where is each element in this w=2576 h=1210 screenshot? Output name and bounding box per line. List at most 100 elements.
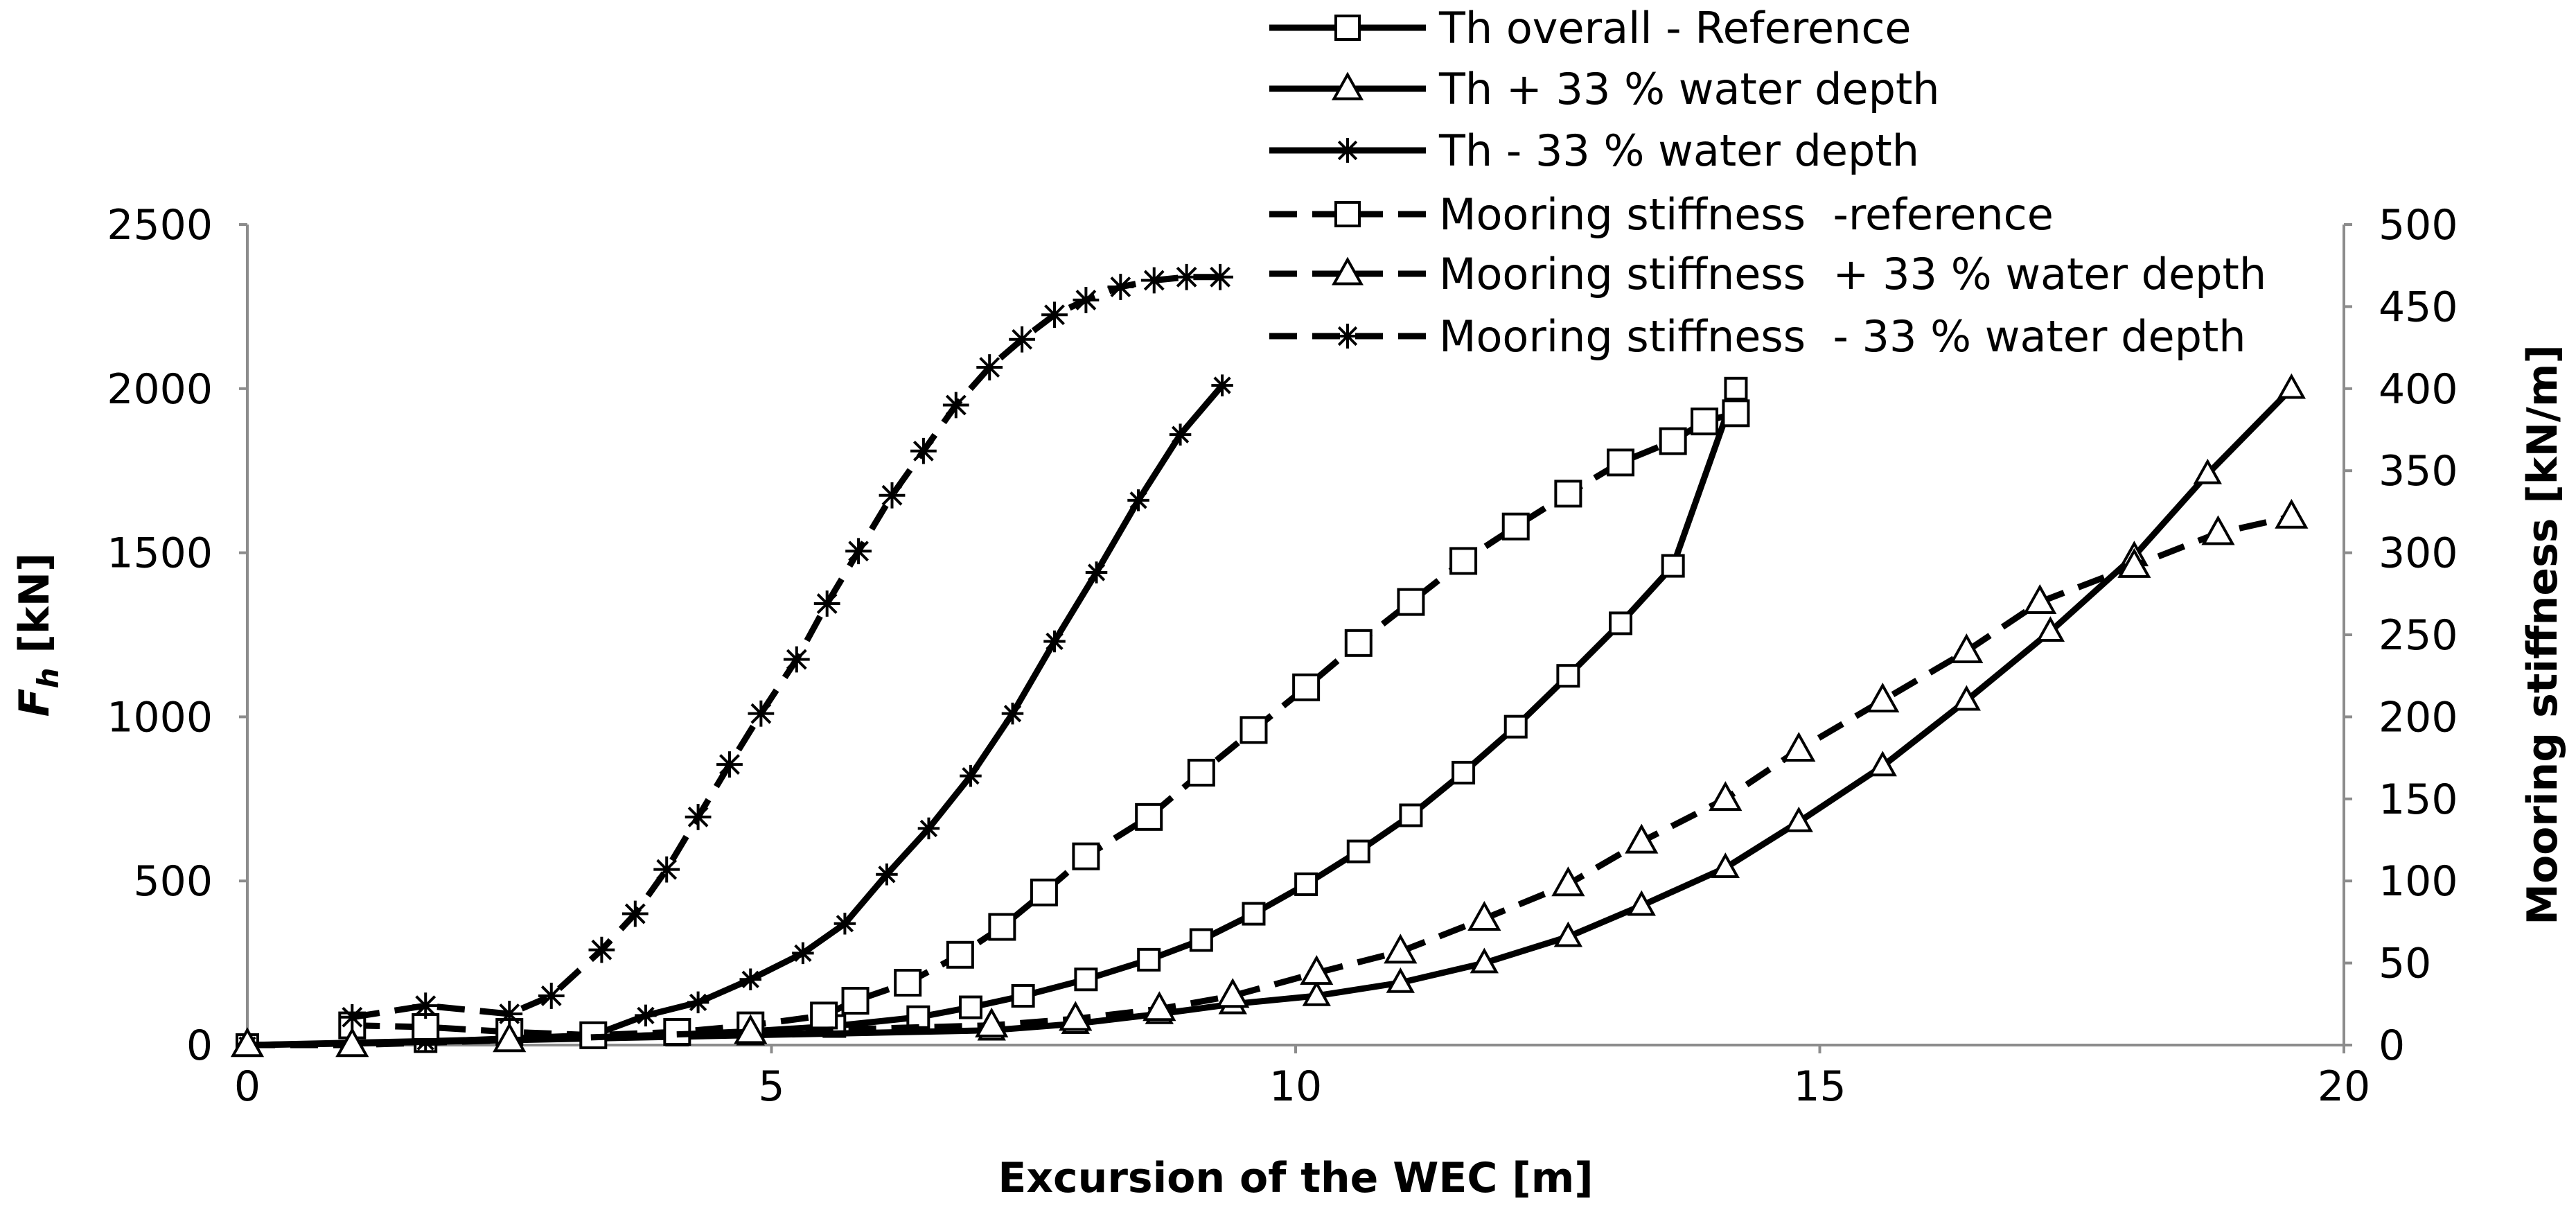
marker-square <box>1659 427 1687 455</box>
marker-star <box>813 590 840 617</box>
marker-square <box>1556 664 1580 688</box>
legend-marker <box>1335 324 1360 349</box>
marker-star <box>1107 274 1134 300</box>
marker-square <box>810 1001 838 1030</box>
y2-tick-label: 500 <box>2379 201 2458 249</box>
legend-label: Th - 33 % water depth <box>1438 125 1919 176</box>
legend-label: Mooring stiffness -reference <box>1439 189 2054 240</box>
marker-square <box>1187 758 1215 787</box>
marker-square <box>1137 947 1161 972</box>
marker-triangle <box>1711 852 1740 879</box>
marker-square <box>988 913 1016 941</box>
marker-star <box>1041 301 1068 328</box>
marker-triangle <box>1553 921 1583 947</box>
x-tick-label: 0 <box>234 1062 261 1111</box>
marker-square <box>1449 547 1478 575</box>
marker-star <box>538 983 565 1009</box>
legend-label: Mooring stiffness - 33 % water depth <box>1439 311 2246 362</box>
marker-triangle <box>2036 616 2065 642</box>
marker-square <box>1501 512 1530 541</box>
marker-triangle <box>1709 781 1743 812</box>
y2-tick-label: 200 <box>2379 693 2458 742</box>
marker-star <box>412 992 439 1019</box>
marker-star <box>339 1003 366 1031</box>
y2-tick-label: 50 <box>2379 940 2431 988</box>
marker-star <box>1085 561 1108 584</box>
marker-square <box>1344 629 1373 657</box>
marker-star <box>739 968 761 991</box>
y2-tick-label: 150 <box>2379 775 2458 824</box>
marker-square <box>1074 967 1098 992</box>
y2-tick-label: 300 <box>2379 529 2458 578</box>
marker-triangle <box>1300 955 1334 985</box>
series-line <box>352 410 1737 1039</box>
marker-triangle <box>493 1022 527 1053</box>
y-tick-label: 0 <box>186 1022 213 1070</box>
marker-triangle <box>1625 823 1659 854</box>
marker-star <box>1009 326 1036 353</box>
marker-star <box>976 354 1003 380</box>
marker-triangle <box>1216 978 1250 1008</box>
marker-square <box>958 995 982 1019</box>
marker-star <box>716 751 743 778</box>
series-line <box>247 514 2293 1049</box>
marker-square <box>1399 803 1423 827</box>
marker-star <box>876 863 898 886</box>
marker-square <box>1189 928 1213 952</box>
marker-triangle <box>1470 947 1499 974</box>
y-tick-label: 2500 <box>107 201 213 249</box>
y-tick-label: 2000 <box>107 365 213 414</box>
marker-square <box>1607 448 1635 477</box>
y-axis-title-sub: h <box>31 667 65 688</box>
y2-tick-label: 400 <box>2379 365 2458 414</box>
marker-triangle <box>734 1014 768 1044</box>
marker-star <box>1173 263 1200 290</box>
series-line <box>351 274 1221 1021</box>
x-tick-label: 15 <box>1793 1062 1846 1111</box>
marker-square <box>1294 872 1318 896</box>
legend-label: Th + 33 % water depth <box>1438 64 1940 114</box>
y2-tick-label: 350 <box>2379 447 2458 496</box>
marker-star <box>792 942 814 965</box>
marker-star <box>1169 423 1192 446</box>
marker-square <box>1691 407 1719 436</box>
marker-square <box>1661 554 1685 578</box>
marker-star <box>635 1004 657 1027</box>
legend-marker <box>1332 256 1364 286</box>
marker-star <box>1211 374 1233 396</box>
y-tick-label: 1500 <box>107 529 213 578</box>
marker-square <box>1135 803 1163 831</box>
legend-marker <box>1334 201 1361 227</box>
marker-square <box>894 969 922 997</box>
marker-star <box>1001 702 1024 725</box>
legend-marker <box>1335 138 1360 163</box>
y-axis-title-main: F <box>10 688 59 717</box>
x-tick-label: 20 <box>2318 1062 2370 1111</box>
y2-tick-label: 100 <box>2379 857 2458 906</box>
marker-triangle <box>1952 685 1981 711</box>
marker-star <box>1127 489 1149 511</box>
marker-star <box>833 913 856 935</box>
marker-triangle <box>1467 900 1501 931</box>
marker-star <box>685 803 712 830</box>
marker-star <box>1073 287 1100 313</box>
marker-triangle <box>1302 980 1331 1006</box>
x-axis-title: Excursion of the WEC [m] <box>998 1154 1593 1202</box>
marker-triangle <box>1384 933 1418 964</box>
marker-triangle <box>1784 806 1813 832</box>
y2-axis-title: Mooring stiffness [kN/m] <box>2518 344 2567 925</box>
marker-square <box>1722 399 1750 428</box>
marker-triangle <box>1627 890 1656 916</box>
marker-triangle <box>1868 751 1897 777</box>
marker-square <box>1397 588 1425 616</box>
marker-triangle <box>335 1027 369 1058</box>
marker-star <box>621 900 649 927</box>
marker-triangle <box>1866 683 1900 713</box>
legend-marker <box>1334 15 1361 41</box>
marker-triangle <box>2023 584 2057 614</box>
marker-triangle <box>1782 732 1816 762</box>
marker-triangle <box>2275 498 2309 529</box>
marker-triangle <box>230 1027 265 1058</box>
marker-star <box>910 437 937 464</box>
